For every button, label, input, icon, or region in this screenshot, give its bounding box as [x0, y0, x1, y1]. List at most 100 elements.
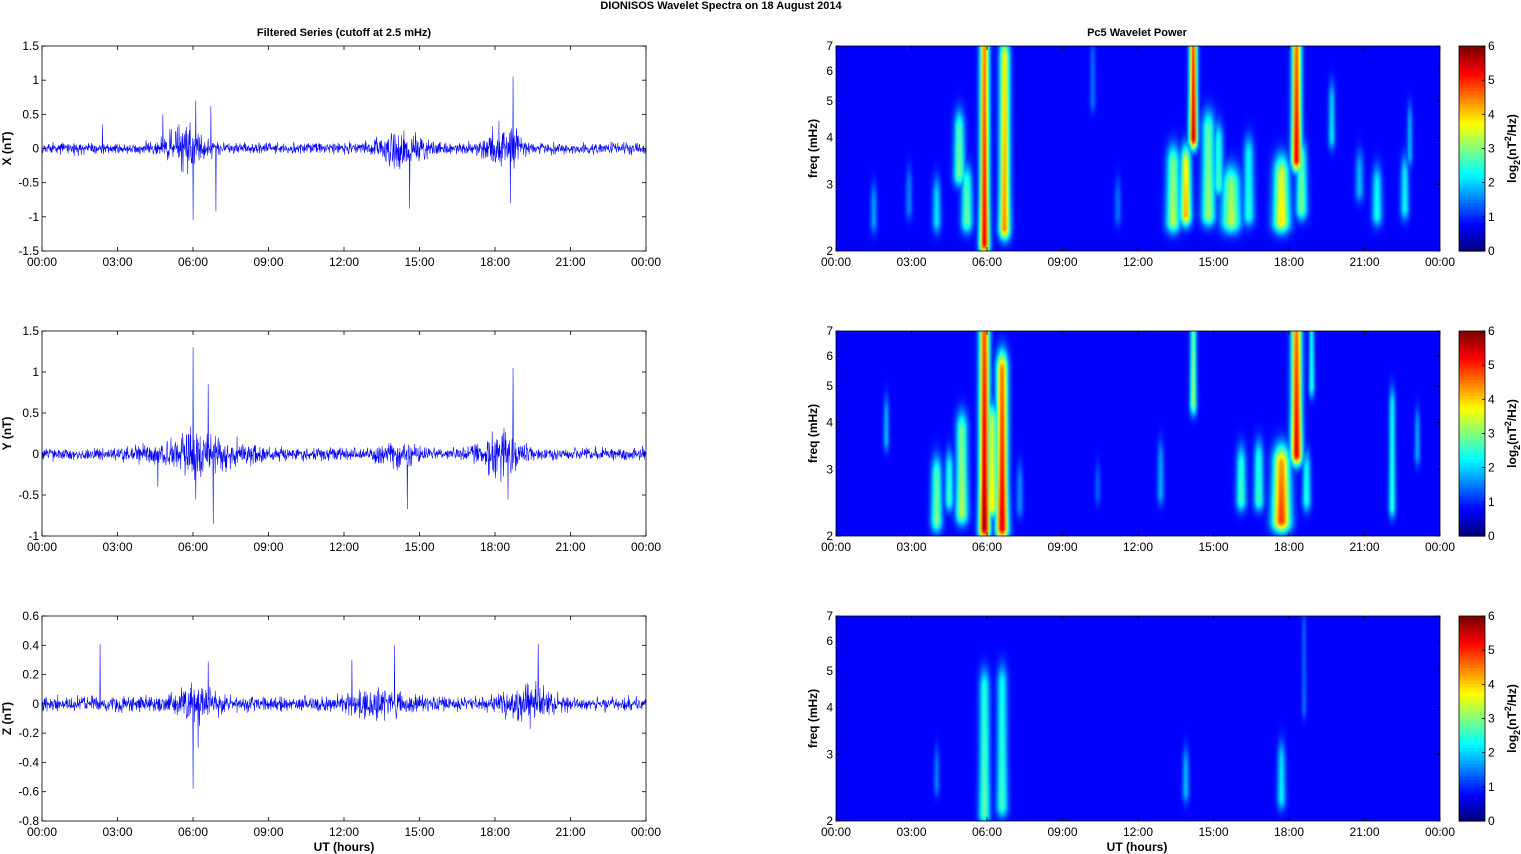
colorbar-swatch — [1459, 808, 1485, 812]
colorbar-swatch — [1459, 122, 1485, 127]
z-component-series-panel: -0.8 -0.6 -0.4 -0.2 0 0.2 0.4 0.6 00:00 03:00 06:0… — [0, 609, 661, 839]
colorbar-label-part: 2 — [1503, 421, 1513, 426]
colorbar-swatch — [1459, 654, 1485, 659]
colorbar-swatch — [1459, 772, 1485, 777]
colorbar-swatch — [1459, 529, 1485, 534]
y-tick-label: 3 — [826, 178, 833, 192]
colorbar-swatch — [1459, 340, 1485, 345]
colorbar-tick-label: 2 — [1488, 176, 1495, 190]
colorbar-swatch — [1459, 804, 1485, 809]
colorbar-swatch — [1459, 174, 1485, 178]
colorbar-swatch — [1459, 65, 1485, 70]
colorbar-swatch — [1459, 183, 1485, 188]
colorbar-swatch — [1459, 231, 1485, 236]
right-column-title: Pc5 Wavelet Power — [1087, 27, 1188, 39]
colorbar-swatch — [1459, 481, 1485, 486]
y-tick-label: -0.4 — [18, 755, 39, 769]
colorbar-swatch — [1459, 708, 1485, 713]
colorbar-swatch — [1459, 126, 1485, 130]
colorbar-swatch — [1459, 664, 1485, 668]
colorbar-swatch — [1459, 161, 1485, 166]
colorbar-swatch — [1459, 391, 1485, 396]
colorbar-swatch — [1459, 427, 1485, 431]
colorbar-swatch — [1459, 363, 1485, 367]
colorbar-swatch — [1459, 81, 1485, 86]
colorbar-swatch — [1459, 683, 1485, 688]
colorbar-swatch — [1459, 228, 1485, 233]
colorbar-swatch — [1459, 497, 1485, 502]
wavelet-x-tick-label: 00:00 — [821, 825, 851, 839]
colorbar-swatch — [1459, 619, 1485, 624]
colorbar-swatch — [1459, 680, 1485, 684]
y-axis-label: X (nT) — [0, 132, 14, 166]
colorbar-label-part: 2 — [1503, 706, 1513, 711]
series-x-tick-label: 09:00 — [253, 825, 283, 839]
colorbar-label-part: 2 — [1503, 136, 1513, 141]
colorbar-swatch — [1459, 795, 1485, 800]
colorbar-swatch — [1459, 129, 1485, 134]
colorbar-swatch — [1459, 718, 1485, 723]
colorbar-swatch — [1459, 776, 1485, 780]
colorbar-tick-label: 6 — [1488, 609, 1495, 623]
y-tick-label: 2 — [826, 529, 833, 543]
colorbar-swatch — [1459, 638, 1485, 643]
colorbar-tick-label: 1 — [1488, 780, 1495, 794]
colorbar-swatch — [1459, 334, 1485, 339]
colorbar-swatch — [1459, 52, 1485, 57]
wavelet-power-heatmap — [836, 46, 1440, 251]
y-axis-label: Y (nT) — [0, 417, 14, 451]
colorbar-swatch — [1459, 705, 1485, 710]
colorbar-swatch — [1459, 628, 1485, 633]
y-tick-label: 6 — [826, 349, 833, 363]
colorbar-swatch — [1459, 817, 1485, 822]
colorbar-swatch — [1459, 475, 1485, 479]
colorbar-swatch — [1459, 385, 1485, 390]
colorbar-swatch — [1459, 692, 1485, 697]
series-x-tick-label: 06:00 — [178, 825, 208, 839]
y-tick-label: -1 — [28, 210, 39, 224]
y-tick-label: 0.6 — [22, 609, 39, 623]
y-tick-label: 1.5 — [22, 39, 39, 53]
colorbar-swatch — [1459, 782, 1485, 787]
colorbar-swatch — [1459, 78, 1485, 82]
wavelet-x-tick-label: 09:00 — [1047, 540, 1077, 554]
colorbar-swatch — [1459, 379, 1485, 383]
colorbar-label: log2(nT2/Hz) — [1503, 684, 1521, 753]
colorbar-swatch — [1459, 750, 1485, 755]
colorbar-swatch — [1459, 90, 1485, 95]
colorbar-swatch — [1459, 401, 1485, 406]
y-wavelet-power-panel: 2 3 4 5 6 7 00:00 03:00 06:00 09:00 12:00 15:00 18:0… — [806, 324, 1521, 554]
colorbar-swatch — [1459, 375, 1485, 380]
wavelet-x-tick-label: 03:00 — [896, 825, 926, 839]
colorbar-swatch — [1459, 94, 1485, 98]
colorbar-swatch — [1459, 350, 1485, 355]
colorbar-swatch — [1459, 423, 1485, 428]
series-x-tick-label: 09:00 — [253, 255, 283, 269]
colorbar-swatch — [1459, 148, 1485, 153]
colorbar-label-part: 2 — [1512, 160, 1521, 165]
colorbar-label: log2(nT2/Hz) — [1503, 399, 1521, 468]
colorbar-swatch — [1459, 747, 1485, 752]
colorbar-swatch — [1459, 177, 1485, 182]
colorbar-swatch — [1459, 116, 1485, 121]
y-tick-label: 4 — [826, 701, 833, 715]
colorbar-tick-label: 4 — [1488, 107, 1495, 121]
wavelet-power-heatmap — [836, 331, 1440, 536]
colorbar-swatch — [1459, 46, 1485, 50]
colorbar-swatch — [1459, 193, 1485, 198]
wavelet-x-tick-label: 00:00 — [1425, 825, 1455, 839]
colorbar-swatch — [1459, 382, 1485, 387]
colorbar-label-part: /Hz) — [1505, 684, 1519, 706]
colorbar-swatch — [1459, 699, 1485, 704]
colorbar-swatch — [1459, 100, 1485, 105]
colorbar-swatch — [1459, 180, 1485, 185]
colorbar-swatch — [1459, 106, 1485, 111]
colorbar-swatch — [1459, 696, 1485, 700]
colorbar-tick-label: 0 — [1488, 529, 1495, 543]
y-axis-label: Z (nT) — [0, 702, 14, 735]
y-axis-label: freq (mHz) — [806, 119, 820, 178]
colorbar-swatch — [1459, 142, 1485, 146]
colorbar-swatch — [1459, 244, 1485, 249]
z-wavelet-power-panel: 2 3 4 5 6 7 00:00 03:00 06:00 09:00 12:00 15:00 18:0… — [806, 609, 1521, 839]
